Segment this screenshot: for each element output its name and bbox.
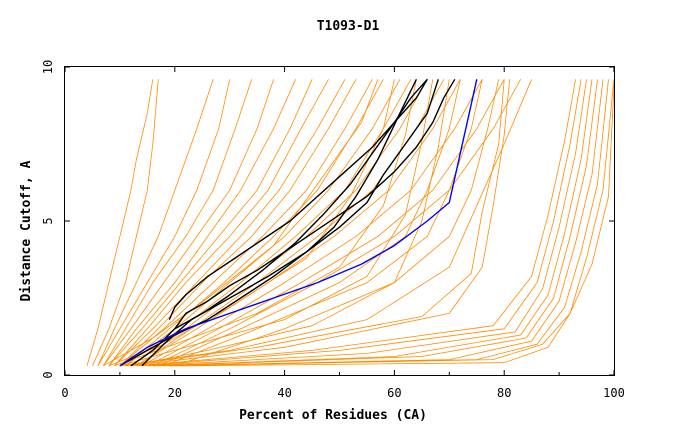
highlight-black-line-4 [168,78,428,320]
model-line-18 [136,79,461,367]
tick-layer: 0 20 40 60 80 100 0 5 10 [41,60,625,400]
x-tick-label: 100 [603,386,625,400]
model-line-28 [147,79,587,367]
model-line-24 [174,79,500,367]
model-line-37 [114,79,417,367]
x-tick-label: 20 [168,386,182,400]
model-line-3 [97,79,214,366]
model-line-19 [141,79,483,367]
model-line-25 [119,79,532,367]
model-line-7 [108,79,296,367]
model-line-40 [119,79,434,367]
plot-frame [64,66,615,376]
model-line-34 [180,85,615,367]
highlight-blue-line [119,79,478,367]
x-tick-label: 60 [387,386,401,400]
y-axis-label: Distance Cutoff, A [19,160,34,301]
model-line-5 [103,79,253,367]
highlight-black-line-5 [174,78,456,330]
model-line-29 [152,79,593,367]
model-line-31 [163,79,604,367]
x-tick-label: 40 [277,386,291,400]
x-tick-label: 0 [61,386,68,400]
model-line-11 [119,79,357,367]
model-line-23 [163,79,483,367]
model-line-22 [158,79,461,367]
model-line-1 [86,79,154,366]
chart-title: T1093-D1 [317,19,380,34]
model-line-8 [108,79,313,367]
x-axis-label: Percent of Residues (CA) [239,408,427,423]
model-line-26 [130,79,511,367]
model-line-30 [158,79,598,367]
model-line-6 [103,79,274,367]
model-line-14 [125,79,401,367]
y-tick-label: 10 [41,60,55,74]
model-line-4 [97,79,231,367]
y-tick-label: 5 [41,217,55,224]
x-tick-label: 80 [497,386,511,400]
model-line-41 [130,79,450,367]
model-line-21 [152,79,522,367]
model-line-2 [92,79,159,366]
model-line-12 [119,79,373,367]
model-line-27 [141,79,582,367]
model-line-9 [114,79,329,367]
model-line-39 [103,79,379,367]
model-line-10 [114,79,346,367]
model-line-13 [125,79,384,367]
model-line-20 [147,79,505,367]
model-line-16 [130,79,428,367]
highlight-black-line-2 [130,78,428,367]
model-line-36 [125,79,505,367]
y-tick-label: 0 [41,371,55,378]
highlight-black-line-3 [141,79,439,367]
model-line-35 [136,79,576,367]
series-layer [86,78,615,367]
